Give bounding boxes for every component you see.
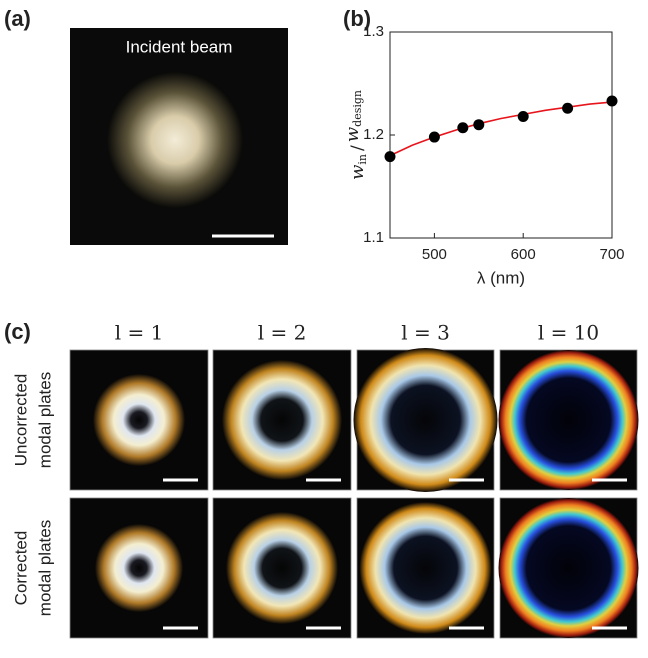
panel-label: (a)	[4, 6, 31, 31]
y-label-part: design	[351, 90, 364, 127]
panel-label: (c)	[4, 319, 31, 344]
y-tick-label: 1.3	[363, 23, 384, 40]
x-tick-label: 500	[422, 246, 447, 263]
column-header: l = 2	[258, 321, 307, 345]
row-label: Uncorrected	[11, 374, 30, 467]
data-point	[457, 122, 468, 133]
data-point	[562, 103, 573, 114]
row-label: modal plates	[35, 372, 54, 468]
data-point	[607, 96, 618, 107]
data-point	[518, 111, 529, 122]
ring	[222, 360, 342, 480]
row-label: Corrected	[11, 531, 30, 606]
data-point	[429, 132, 440, 143]
beam-spot	[107, 72, 243, 208]
fit-line	[390, 102, 612, 156]
y-tick-label: 1.2	[363, 126, 384, 143]
column-header: l = 1	[115, 321, 164, 345]
ring	[354, 348, 498, 492]
x-tick-label: 600	[511, 246, 536, 263]
data-point	[385, 151, 396, 162]
data-point	[473, 119, 484, 130]
y-label-part: w	[342, 126, 363, 142]
caption: Incident beam	[126, 37, 233, 56]
ring	[360, 502, 492, 634]
figure: (a) Incident beam (b) (c) 1.11.21.350060…	[0, 0, 648, 658]
y-label-part: /	[348, 145, 368, 151]
plot-frame	[390, 32, 612, 238]
ring	[226, 512, 338, 624]
x-axis-label: λ (nm)	[477, 268, 525, 287]
ring	[93, 374, 185, 466]
ring	[499, 498, 639, 638]
column-header: l = 10	[538, 321, 599, 345]
y-label-part: in	[356, 154, 369, 165]
ring	[499, 350, 639, 490]
y-tick-label: 1.1	[363, 229, 384, 246]
x-tick-label: 700	[599, 246, 624, 263]
y-label-part: w	[347, 164, 368, 180]
ring	[95, 524, 183, 612]
row-label: modal plates	[35, 520, 54, 616]
column-header: l = 3	[401, 321, 450, 345]
